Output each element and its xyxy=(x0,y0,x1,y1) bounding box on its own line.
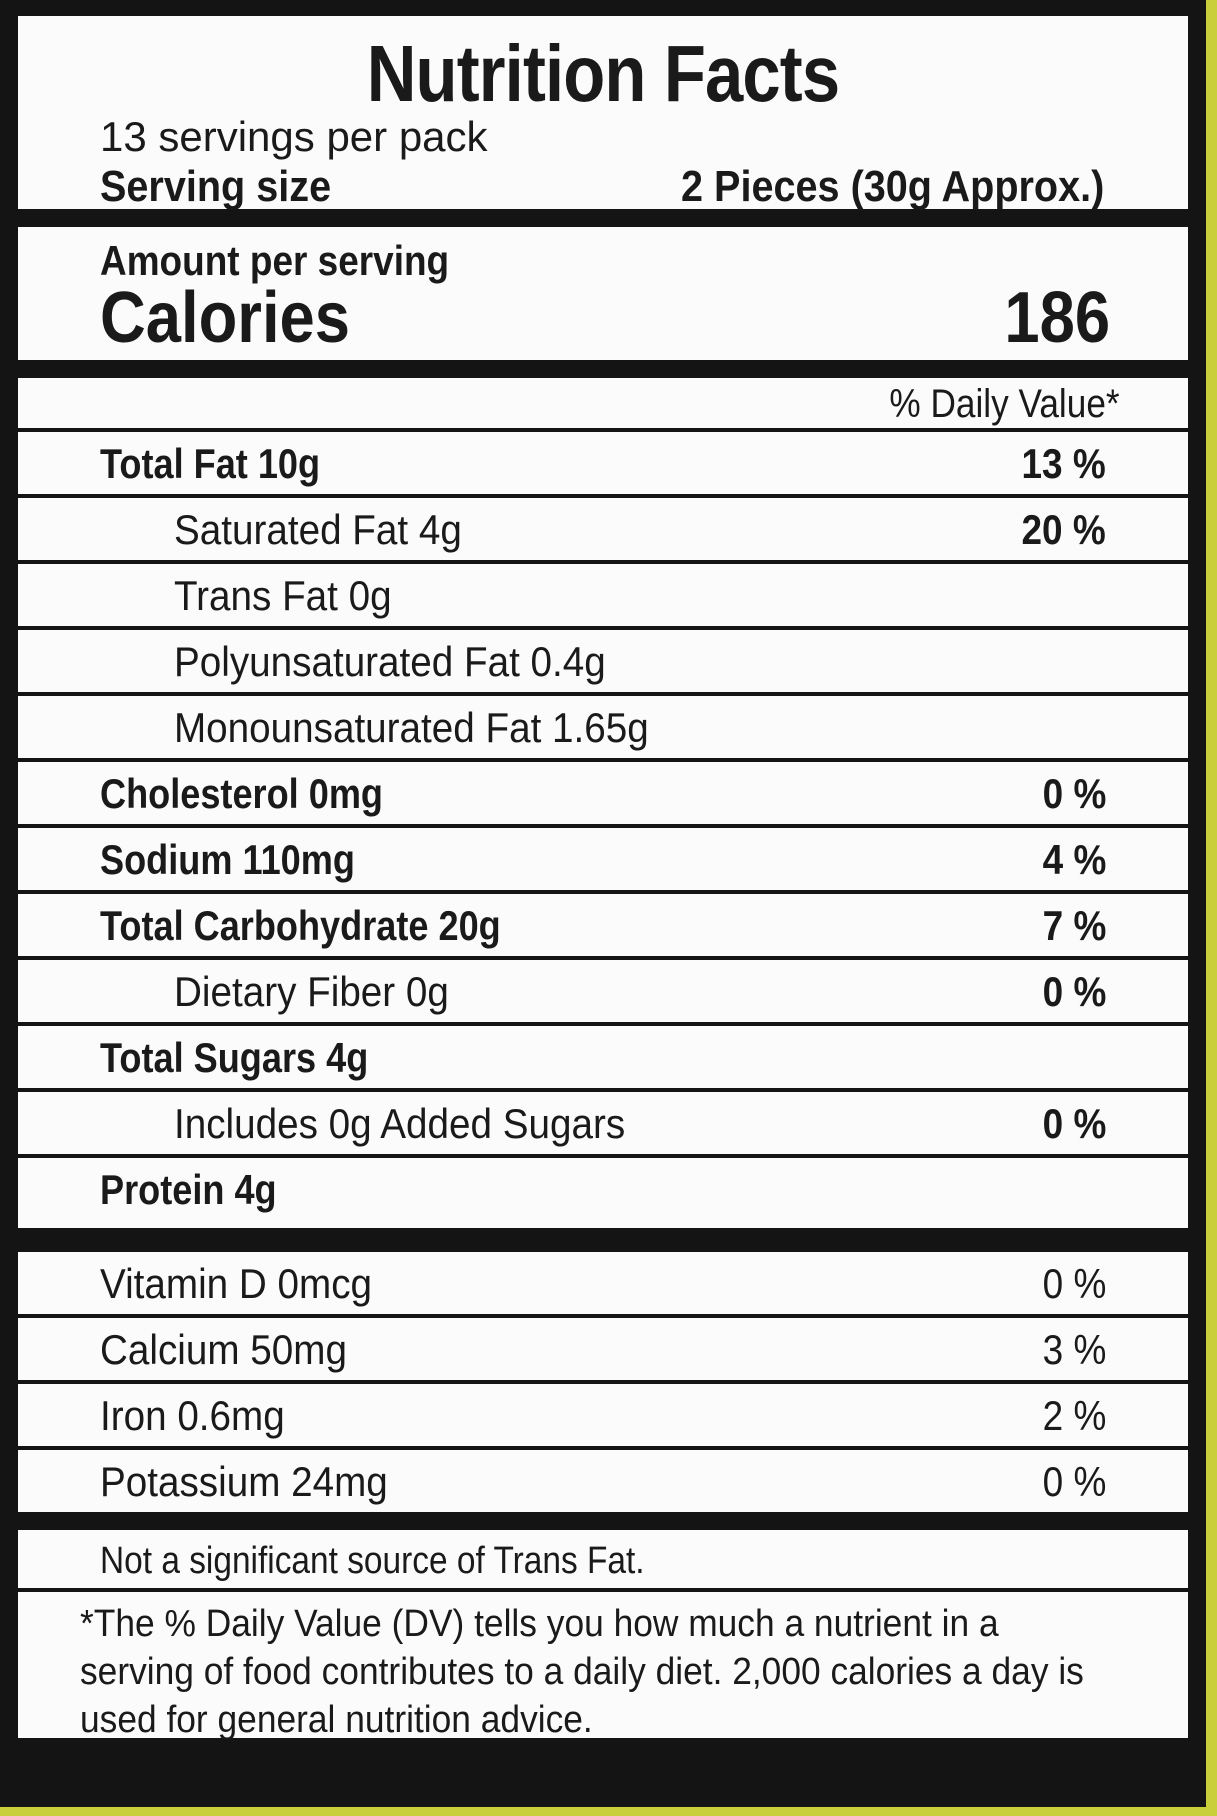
daily-value-footnote: *The % Daily Value (DV) tells you how mu… xyxy=(18,1592,1188,1741)
vitamin-dv: 0 % xyxy=(1042,1458,1106,1505)
nutrient-row-cholesterol: Cholesterol 0mg 0 % xyxy=(18,762,1188,824)
servings-per-pack: 13 servings per pack xyxy=(100,113,488,160)
nutrient-name: Saturated Fat 4g xyxy=(174,506,462,553)
serving-size-value: 2 Pieces (30g Approx.) xyxy=(680,162,1104,211)
nutrient-dv: 13 % xyxy=(1021,440,1106,487)
nutrient-name: Total Fat 10g xyxy=(100,440,321,487)
nutrient-row-polyunsaturated-fat: Polyunsaturated Fat 0.4g xyxy=(18,630,1188,692)
nutrient-row-total-carbohydrate: Total Carbohydrate 20g 7 % xyxy=(18,894,1188,956)
nutrient-dv: 4 % xyxy=(1042,836,1106,883)
nutrient-row-saturated-fat: Saturated Fat 4g 20 % xyxy=(18,498,1188,560)
serving-size-label: Serving size xyxy=(100,162,332,211)
vitamin-row-potassium: Potassium 24mg 0 % xyxy=(18,1450,1188,1512)
nutrient-row-added-sugars: Includes 0g Added Sugars 0 % xyxy=(18,1092,1188,1154)
nutrient-row-sodium: Sodium 110mg 4 % xyxy=(18,828,1188,890)
trans-fat-note-text: Not a significant source of Trans Fat. xyxy=(100,1540,645,1582)
nutrient-name: Protein 4g xyxy=(100,1166,277,1213)
daily-value-header: % Daily Value* xyxy=(18,378,1188,428)
nutrient-row-total-fat: Total Fat 10g 13 % xyxy=(18,432,1188,494)
nutrient-dv: 20 % xyxy=(1021,506,1106,553)
nutrient-row-trans-fat: Trans Fat 0g xyxy=(18,564,1188,626)
nutrient-name: Total Sugars 4g xyxy=(100,1034,369,1081)
nutrient-name: Total Carbohydrate 20g xyxy=(100,902,501,949)
nutrient-name: Monounsaturated Fat 1.65g xyxy=(174,704,649,751)
vitamin-table: Vitamin D 0mcg 0 % Calcium 50mg 3 % Iron… xyxy=(18,1252,1188,1512)
nutrient-dv: 7 % xyxy=(1042,902,1106,949)
nutrient-row-protein: Protein 4g xyxy=(18,1158,1188,1228)
trans-fat-note: Not a significant source of Trans Fat. xyxy=(18,1530,1188,1588)
nutrient-dv: 0 % xyxy=(1042,770,1106,817)
nutrient-dv: 0 % xyxy=(1042,968,1106,1015)
nutrient-name: Includes 0g Added Sugars xyxy=(174,1100,626,1147)
vitamin-name: Potassium 24mg xyxy=(100,1458,388,1505)
nutrient-dv: 0 % xyxy=(1042,1100,1106,1147)
nutrient-row-dietary-fiber: Dietary Fiber 0g 0 % xyxy=(18,960,1188,1022)
calories-panel: Amount per serving Calories 186 xyxy=(18,227,1188,360)
vitamin-row-vitamin-d: Vitamin D 0mcg 0 % xyxy=(18,1252,1188,1314)
calories-value: 186 xyxy=(1004,278,1110,358)
vitamin-row-iron: Iron 0.6mg 2 % xyxy=(18,1384,1188,1446)
header-panel: Nutrition Facts 13 servings per pack Ser… xyxy=(18,16,1188,211)
daily-value-header-text: % Daily Value* xyxy=(889,382,1120,426)
nutrient-name: Polyunsaturated Fat 0.4g xyxy=(174,638,606,685)
nutrient-table: % Daily Value* Total Fat 10g 13 % Satura… xyxy=(18,378,1188,1228)
vitamin-name: Iron 0.6mg xyxy=(100,1392,285,1439)
amount-per-serving: Amount per serving xyxy=(100,237,450,284)
nutrient-name: Sodium 110mg xyxy=(100,836,355,883)
vitamin-dv: 3 % xyxy=(1042,1326,1106,1373)
nutrient-name: Trans Fat 0g xyxy=(174,572,392,619)
nutrient-name: Dietary Fiber 0g xyxy=(174,968,449,1015)
vitamin-dv: 2 % xyxy=(1042,1392,1106,1439)
calories-label: Calories xyxy=(100,278,351,358)
vitamin-name: Vitamin D 0mcg xyxy=(100,1260,373,1307)
vitamin-name: Calcium 50mg xyxy=(100,1326,347,1373)
nutrient-row-total-sugars: Total Sugars 4g xyxy=(18,1026,1188,1088)
label-title: Nutrition Facts xyxy=(366,29,840,118)
nutrient-row-monounsaturated-fat: Monounsaturated Fat 1.65g xyxy=(18,696,1188,758)
nutrient-name: Cholesterol 0mg xyxy=(100,770,384,817)
vitamin-row-calcium: Calcium 50mg 3 % xyxy=(18,1318,1188,1380)
vitamin-dv: 0 % xyxy=(1042,1260,1106,1307)
footnote-text: *The % Daily Value (DV) tells you how mu… xyxy=(80,1603,1084,1741)
